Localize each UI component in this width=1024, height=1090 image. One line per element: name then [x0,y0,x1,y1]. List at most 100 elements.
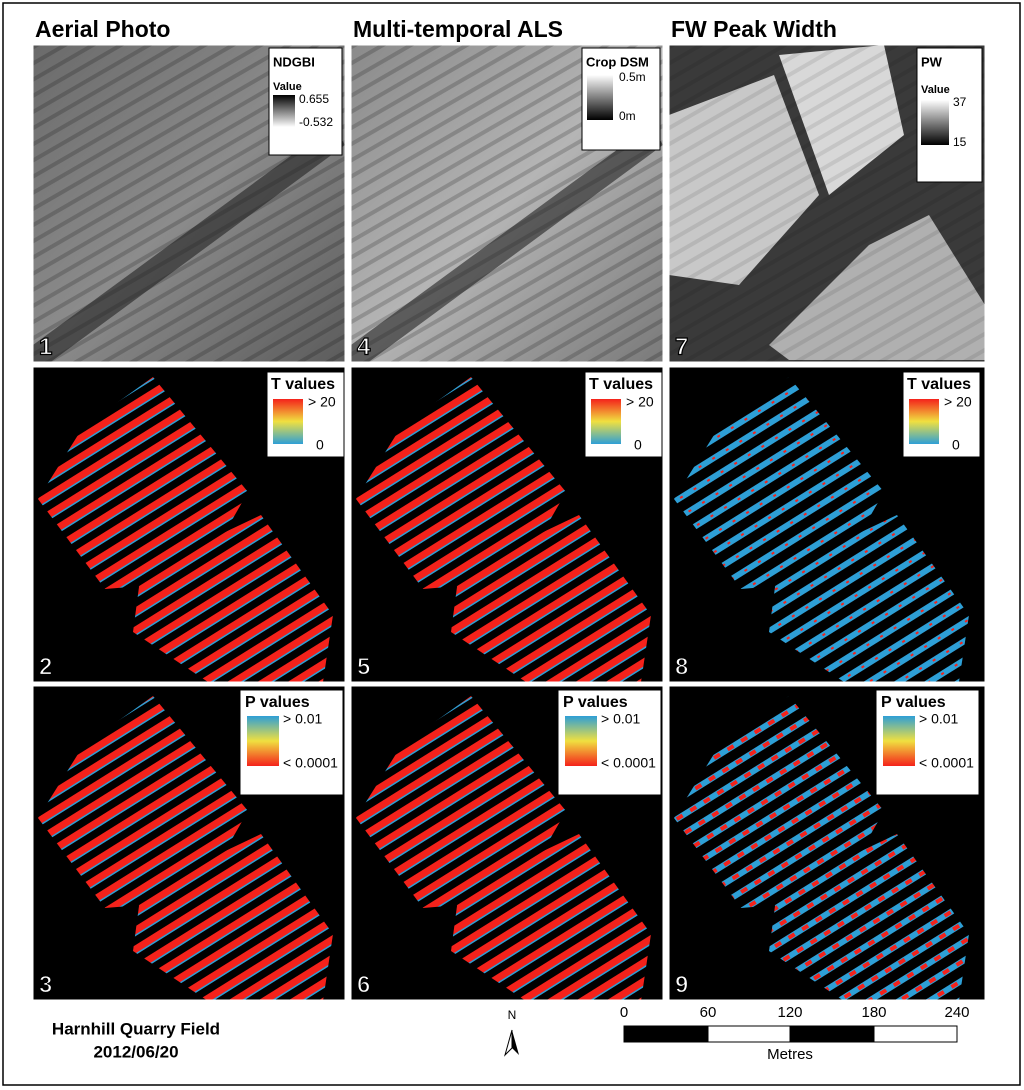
panel-border [350,44,664,363]
panel-number: 5 [357,653,370,680]
legend-title: P values [245,694,310,711]
field [769,834,969,1000]
panel: T values> 20 0 5 [350,366,664,683]
field [674,696,884,908]
legend-top: > 20 [308,394,336,410]
legend-title: Crop DSM [586,54,649,69]
panel-image [669,686,985,1000]
panel-border [668,44,986,363]
panel-number: 4 [357,333,371,360]
color-bar [273,95,295,127]
legend-label: Value [273,81,302,93]
column-title: FW Peak Width [671,16,837,42]
panel-image [351,367,663,682]
field [769,515,969,682]
panel-border [350,366,664,683]
color-bar [587,75,613,120]
legend-top: 37 [953,95,967,109]
north-arrow [512,1030,519,1055]
legend-bottom: < 0.0001 [919,755,974,771]
color-bar [247,716,279,766]
site-name: Harnhill Quarry Field [52,1019,220,1038]
panel-border [32,685,346,1001]
panel-number: 8 [675,653,688,680]
field [38,696,248,908]
scale-unit: Metres [767,1046,813,1063]
field [356,696,566,908]
color-bar [909,399,939,444]
scale-tick: 240 [944,1004,969,1021]
legend-bottom: 0 [634,437,642,453]
north-label: N [508,1008,517,1022]
legend-top: 0.655 [299,92,329,106]
panel: T values> 20 0 2 [32,366,346,683]
legend-title: T values [907,376,971,393]
scale-bar [623,1025,709,1043]
legend-label: Value [921,84,950,96]
panel-border [668,366,986,683]
field [674,377,884,589]
legend-box [239,689,344,796]
legend-top: 0.5m [619,70,646,84]
color-bar [883,716,915,766]
panel: P values> 0.01 < 0.0001 6 [350,685,664,1001]
field [451,515,651,682]
column-title: Multi-temporal ALS [353,16,563,42]
field [133,515,333,682]
scale-tick: 0 [620,1004,628,1021]
legend-top: > 20 [944,394,972,410]
panel-number: 3 [39,971,52,998]
legend-title: P values [563,694,628,711]
panel: P values> 0.01 < 0.0001 3 [32,685,346,1001]
color-bar [565,716,597,766]
panel-border [32,366,346,683]
scale-tick: 60 [700,1004,717,1021]
legend-bottom: < 0.0001 [283,755,338,771]
scale-bar [707,1025,791,1043]
panel-number: 1 [39,333,52,360]
dark-track [351,125,663,362]
panel: P values> 0.01 < 0.0001 9 [668,685,986,1001]
legend-title: PW [921,54,943,69]
legend-top: > 20 [626,394,654,410]
panel-number: 6 [357,971,370,998]
dark-track [33,125,345,362]
date: 2012/06/20 [93,1042,178,1061]
north-arrow [504,1029,513,1057]
scale-tick: 120 [777,1004,802,1021]
panel: T values> 20 0 8 [668,366,986,683]
field [38,377,248,589]
legend-top: > 0.01 [283,711,323,727]
scale-bar [873,1025,958,1043]
panel-number: 2 [39,653,52,680]
panel-border [350,685,664,1001]
legend-top: > 0.01 [919,711,959,727]
legend-top: > 0.01 [601,711,641,727]
field [356,377,566,589]
legend-bottom: 0 [316,437,324,453]
color-bar [591,399,621,444]
column-title: Aerial Photo [35,16,170,42]
field [451,834,651,1000]
legend-bottom: 0 [952,437,960,453]
panel-number: 7 [675,333,688,360]
legend-bottom: 15 [953,135,967,149]
legend-title: T values [589,376,653,393]
panel-image [33,686,345,1000]
field [133,834,333,1000]
scale-bar [789,1025,875,1043]
legend-bottom: < 0.0001 [601,755,656,771]
panel-number: 9 [675,971,688,998]
legend-bottom: 0m [619,109,636,123]
color-bar [921,100,949,145]
panel-border [32,44,346,363]
legend-title: NDGBI [273,54,315,69]
legend-bottom: -0.532 [299,115,333,129]
color-bar [273,399,303,444]
scale-tick: 180 [861,1004,886,1021]
